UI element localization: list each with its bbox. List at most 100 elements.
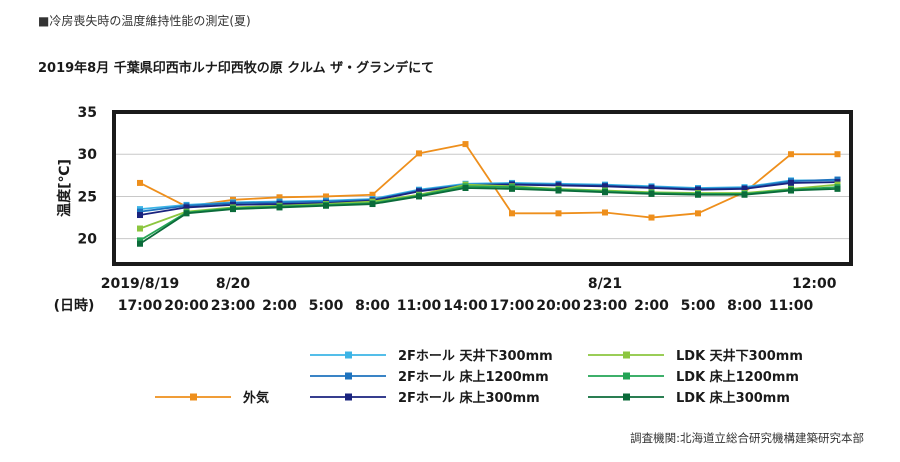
legend-item: LDK 床上300mm [588, 390, 790, 406]
x-time-label: 14:00 [443, 298, 488, 314]
series-line [139, 143, 838, 219]
x-time-label: 20:00 [164, 298, 209, 314]
x-time-labels: 17:00 20:00 23:00 2:00 5:00 8:00 11:00 14:00 17:… [118, 298, 814, 314]
legend-item: 2Fホール 床上300mm [310, 390, 540, 406]
x-date-label: 8/21 [588, 276, 622, 292]
x-date-label: 2019/8/19 [101, 276, 179, 292]
x-time-label: 2:00 [634, 298, 669, 314]
x-time-label: 2:00 [262, 298, 297, 314]
series-line [139, 183, 838, 230]
data-point [416, 150, 422, 157]
data-point [555, 187, 562, 194]
legend-label: LDK 天井下300mm [676, 348, 803, 364]
data-point [509, 210, 515, 217]
x-time-label: 8:00 [727, 298, 762, 314]
data-point [648, 190, 655, 197]
data-point [137, 240, 143, 247]
data-point [788, 187, 794, 194]
data-point [462, 141, 469, 148]
legend-swatch-marker [623, 372, 630, 380]
y-tick-label: 25 [78, 189, 97, 205]
data-point [137, 225, 143, 232]
data-point [834, 185, 841, 192]
data-point [416, 188, 422, 195]
y-tick-label: 20 [78, 232, 98, 248]
x-time-label: 5:00 [681, 298, 716, 314]
data-point [462, 185, 469, 191]
legend-item: 2Fホール 天井下300mm [310, 348, 553, 364]
data-point [137, 237, 143, 244]
legend-label: 2Fホール 床上300mm [398, 390, 540, 406]
y-axis-label: 温度[℃] [56, 159, 73, 217]
legend-label: 2Fホール 床上1200mm [398, 369, 549, 385]
data-point [323, 193, 329, 200]
data-point [230, 206, 236, 213]
data-point [369, 191, 376, 198]
data-point [555, 210, 562, 217]
y-tick-label: 35 [78, 105, 97, 121]
x-time-label: 17:00 [118, 298, 163, 314]
legend-swatch-marker [190, 393, 197, 401]
grid-layer [114, 111, 851, 240]
y-tick-label: 30 [78, 147, 98, 163]
x-time-label: 23:00 [211, 298, 256, 314]
x-date-labels: 2019/8/19 8/20 8/21 12:00 [101, 276, 837, 292]
legend-item: LDK 床上1200mm [588, 369, 799, 385]
data-point [137, 212, 143, 219]
data-point [695, 186, 701, 193]
legend-swatch-marker [623, 393, 630, 401]
data-point [137, 208, 143, 215]
data-point [416, 193, 422, 200]
x-time-label: 20:00 [536, 298, 581, 314]
plot-frame [112, 110, 853, 266]
data-point [323, 202, 329, 209]
data-point [509, 185, 515, 192]
data-point [183, 204, 190, 211]
legend-label: 2Fホール 天井下300mm [398, 348, 553, 364]
data-point [741, 185, 748, 192]
x-time-label: 23:00 [583, 298, 628, 314]
data-point [276, 194, 283, 201]
chart-title: 2019年8月 千葉県印西市ルナ印西牧の原 クルム ザ・グランデにて [38, 61, 435, 76]
series-layer [137, 141, 841, 247]
data-point [695, 210, 701, 217]
data-point [137, 179, 143, 186]
series-line [139, 187, 838, 245]
legend-label: 外気 [242, 390, 269, 406]
data-point [555, 182, 562, 189]
data-point [369, 201, 376, 208]
legend-swatch-marker [345, 372, 352, 380]
legend-swatch-marker [623, 351, 630, 359]
data-point [648, 185, 655, 191]
legend-label: LDK 床上1200mm [676, 369, 799, 385]
legend-item: LDK 天井下300mm [588, 348, 803, 364]
legend: 2Fホール 天井下300mm LDK 天井下300mm 2Fホール 床上1200mm… [155, 348, 803, 406]
legend-label: LDK 床上300mm [676, 390, 790, 406]
x-time-label: 11:00 [769, 298, 814, 314]
x-time-label: 5:00 [309, 298, 344, 314]
data-point [602, 189, 608, 196]
x-time-label: 11:00 [397, 298, 442, 314]
data-point [741, 191, 748, 198]
section-title: ■冷房喪失時の温度維持性能の測定(夏) [38, 14, 251, 28]
data-point [276, 204, 283, 211]
series-6 [137, 185, 841, 247]
legend-swatch-marker [345, 393, 352, 401]
legend-item: 外気 [155, 390, 269, 406]
x-axis-label: (日時) [54, 297, 95, 314]
legend-item: 2Fホール 床上1200mm [310, 369, 549, 385]
data-point [648, 214, 655, 221]
x-time-label: 17:00 [490, 298, 535, 314]
x-time-label: 8:00 [355, 298, 390, 314]
data-point [183, 210, 190, 217]
data-point [602, 183, 608, 190]
data-point [788, 151, 794, 158]
data-point [695, 191, 701, 198]
legend-swatch-marker [345, 351, 352, 359]
source-credit: 調査機関:北海道立総合研究機構建築研究本部 [630, 431, 864, 445]
x-date-label: 8/20 [216, 276, 251, 292]
y-tick-labels: 20 25 30 35 [78, 105, 98, 248]
x-date-label: 12:00 [792, 276, 837, 292]
data-point [788, 179, 794, 186]
